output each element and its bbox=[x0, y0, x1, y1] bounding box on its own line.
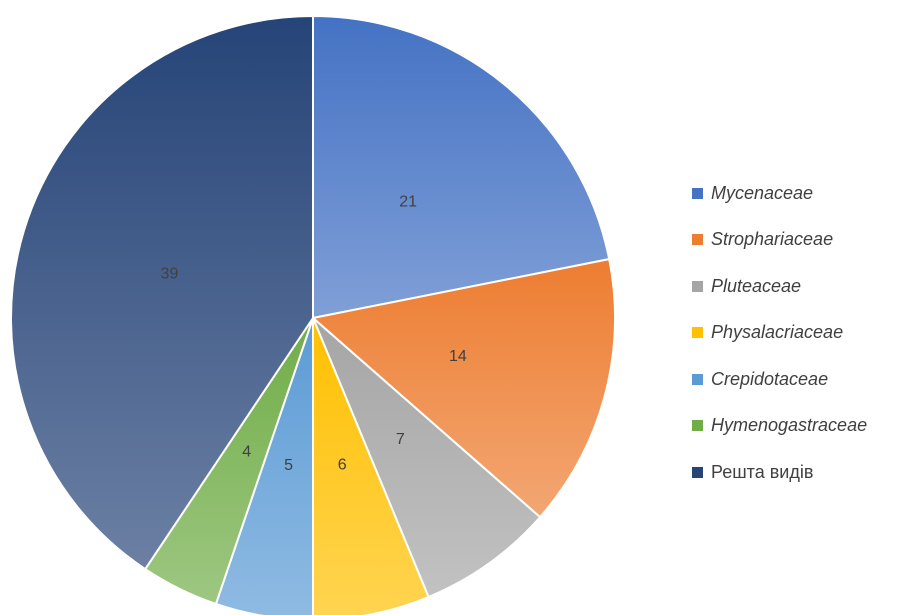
pie-area: 21 14 7 6 5 4 39 bbox=[10, 14, 616, 615]
legend-swatch bbox=[692, 327, 703, 339]
legend-label: Crepidotaceae bbox=[711, 368, 829, 389]
legend-swatch bbox=[692, 234, 703, 246]
pie-slice bbox=[312, 317, 542, 599]
legend-swatch bbox=[692, 466, 703, 478]
legend-item: Crepidotaceae bbox=[692, 340, 867, 403]
pie-slice bbox=[312, 14, 611, 320]
legend: Mycenaceae Strophariaceae Pluteaceae Physal… bbox=[692, 170, 867, 496]
legend-swatch bbox=[692, 280, 703, 292]
data-label: 4 bbox=[242, 444, 251, 461]
legend-label: Pluteaceae bbox=[711, 275, 802, 296]
data-label: 6 bbox=[338, 456, 347, 473]
legend-item: Mycenaceae bbox=[692, 154, 867, 217]
legend-item: Hymenogastraceae bbox=[692, 387, 867, 450]
legend-swatch bbox=[692, 420, 703, 432]
legend-swatch bbox=[692, 187, 703, 199]
data-label: 7 bbox=[396, 431, 405, 448]
pie-slice bbox=[312, 317, 430, 615]
data-label: 14 bbox=[449, 348, 467, 365]
data-label: 39 bbox=[161, 266, 179, 283]
data-label: 5 bbox=[284, 457, 293, 474]
legend-swatch bbox=[692, 373, 703, 385]
legend-item: Pluteaceae bbox=[692, 247, 867, 310]
legend-item: Решта видів bbox=[692, 433, 867, 496]
legend-label: Mycenaceae bbox=[711, 182, 814, 203]
pie-slice bbox=[310, 257, 616, 519]
legend-label: Hymenogastraceae bbox=[711, 415, 868, 436]
legend-label: Physalacriaceae bbox=[711, 322, 844, 343]
legend-item: Strophariaceae bbox=[692, 201, 867, 264]
data-label: 21 bbox=[399, 193, 417, 210]
legend-label: Решта видів bbox=[711, 461, 814, 482]
pie-slice bbox=[10, 14, 314, 571]
legend-item: Physalacriaceae bbox=[692, 294, 867, 357]
legend-label: Strophariaceae bbox=[711, 229, 834, 250]
